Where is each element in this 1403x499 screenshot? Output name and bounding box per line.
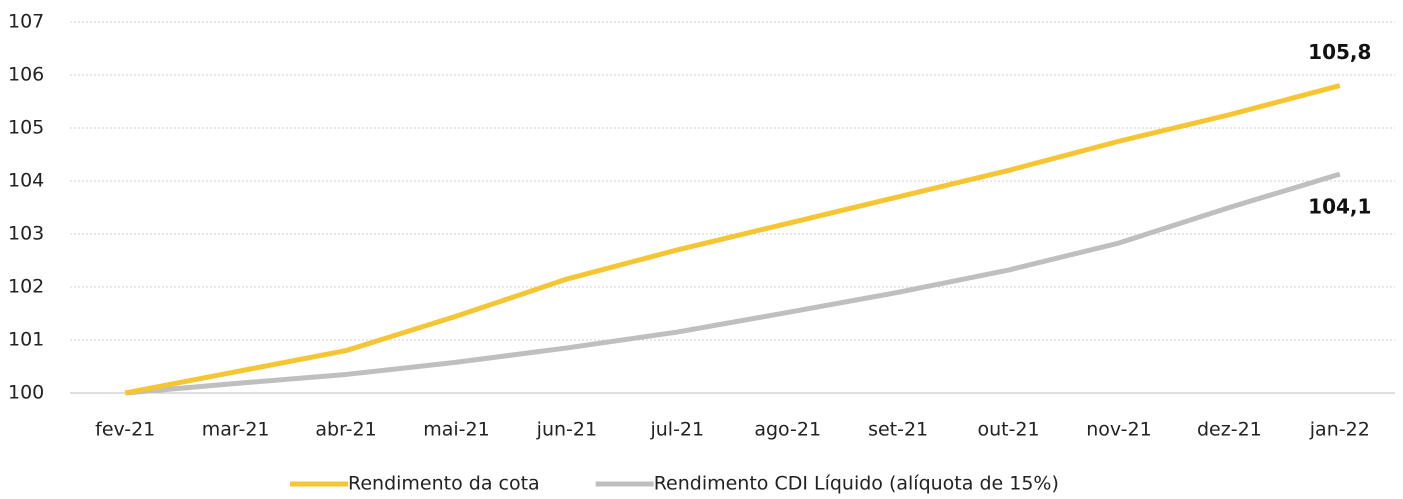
y-tick-label: 102 <box>8 276 44 298</box>
y-tick-label: 100 <box>8 382 44 404</box>
y-tick-label: 105 <box>8 117 44 139</box>
x-tick-label: jun-21 <box>536 419 597 441</box>
x-tick-label: fev-21 <box>95 419 155 441</box>
value-label: 105,8 <box>1308 40 1371 64</box>
legend-label: Rendimento CDI Líquido (alíquota de 15%) <box>654 473 1059 495</box>
y-tick-label: 104 <box>8 170 44 192</box>
x-tick-label: jan-22 <box>1309 419 1370 441</box>
y-tick-label: 106 <box>8 64 44 86</box>
x-tick-label: abr-21 <box>315 419 376 441</box>
x-tick-label: mai-21 <box>423 419 489 441</box>
x-tick-label: dez-21 <box>1197 419 1262 441</box>
x-tick-label: ago-21 <box>754 419 821 441</box>
x-tick-label: nov-21 <box>1086 419 1151 441</box>
y-tick-label: 101 <box>8 329 44 351</box>
series-line <box>124 171 1341 396</box>
y-tick-label: 103 <box>8 223 44 245</box>
x-tick-label: set-21 <box>868 419 928 441</box>
legend-label: Rendimento da cota <box>348 473 540 495</box>
x-tick-label: jul-21 <box>649 419 704 441</box>
x-tick-label: out-21 <box>977 419 1039 441</box>
x-tick-label: mar-21 <box>202 419 270 441</box>
value-label: 104,1 <box>1308 195 1371 219</box>
series-line <box>124 83 1341 396</box>
y-tick-label: 107 <box>8 11 44 33</box>
